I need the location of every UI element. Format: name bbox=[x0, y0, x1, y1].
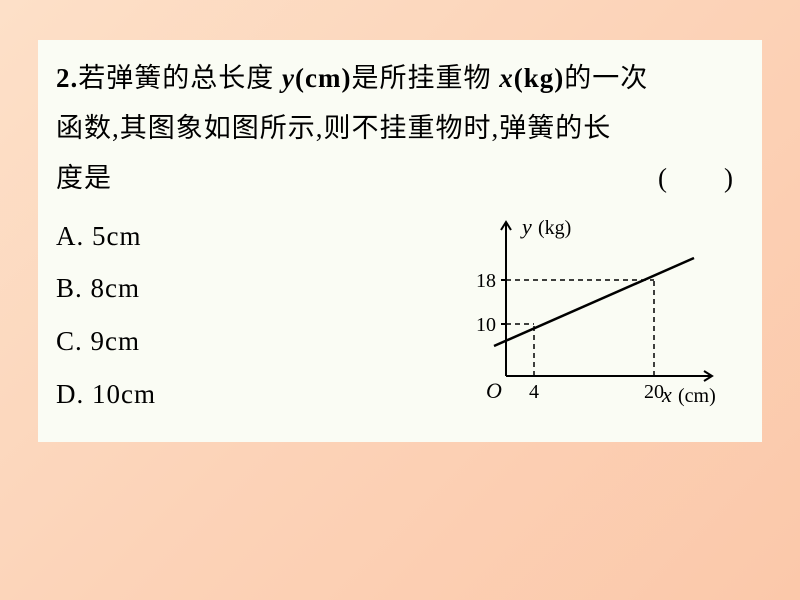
svg-text:y: y bbox=[520, 214, 532, 239]
chart-wrap: y(kg)x(cm)O1018420 bbox=[356, 204, 744, 424]
question-number: 2. bbox=[56, 63, 78, 93]
svg-text:10: 10 bbox=[476, 314, 496, 336]
question-panel: 2.若弹簧的总长度 y(cm)是所挂重物 x(kg)的一次 函数,其图象如图所示… bbox=[38, 40, 762, 442]
option-d: D. 10cm bbox=[56, 368, 356, 421]
question-stem: 2.若弹簧的总长度 y(cm)是所挂重物 x(kg)的一次 函数,其图象如图所示… bbox=[56, 54, 744, 204]
stem-part-3: 的一次 bbox=[564, 63, 648, 93]
svg-text:4: 4 bbox=[529, 381, 539, 403]
stem-line-3: 度是 bbox=[56, 163, 112, 193]
slide: 2.若弹簧的总长度 y(cm)是所挂重物 x(kg)的一次 函数,其图象如图所示… bbox=[0, 0, 800, 600]
stem-part-1: 若弹簧的总长度 bbox=[78, 63, 282, 93]
answer-paren: ( ) bbox=[658, 154, 734, 204]
stem-part-2: 是所挂重物 bbox=[351, 63, 499, 93]
svg-text:20: 20 bbox=[644, 381, 664, 403]
svg-text:(cm): (cm) bbox=[678, 385, 716, 407]
options-and-chart-row: A. 5cm B. 8cm C. 9cm D. 10cm y(kg)x(cm)O… bbox=[56, 204, 744, 424]
var-y: y bbox=[282, 63, 295, 93]
svg-text:(kg): (kg) bbox=[538, 217, 571, 239]
unit-y: (cm) bbox=[295, 63, 351, 93]
stem-line-2: 函数,其图象如图所示,则不挂重物时,弹簧的长 bbox=[56, 113, 611, 143]
options-list: A. 5cm B. 8cm C. 9cm D. 10cm bbox=[56, 210, 356, 421]
spring-chart: y(kg)x(cm)O1018420 bbox=[434, 204, 734, 424]
option-a: A. 5cm bbox=[56, 210, 356, 263]
var-x: x bbox=[499, 63, 514, 93]
unit-x: (kg) bbox=[514, 63, 565, 93]
svg-text:O: O bbox=[486, 378, 502, 403]
option-c: C. 9cm bbox=[56, 315, 356, 368]
svg-text:18: 18 bbox=[476, 270, 496, 292]
option-b: B. 8cm bbox=[56, 262, 356, 315]
